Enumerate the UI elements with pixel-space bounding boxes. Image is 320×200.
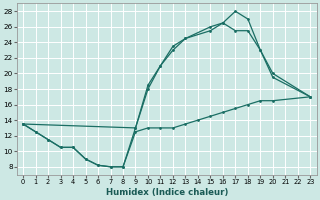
- X-axis label: Humidex (Indice chaleur): Humidex (Indice chaleur): [106, 188, 228, 197]
